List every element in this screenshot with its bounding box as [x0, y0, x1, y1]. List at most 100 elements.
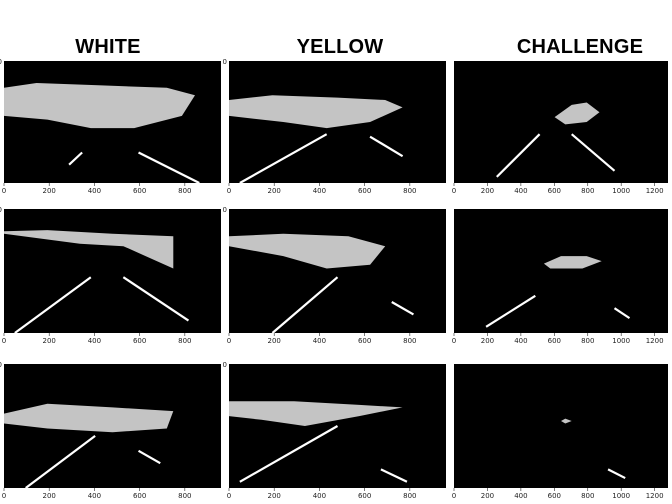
x-tick-label: 600 [358, 492, 371, 500]
x-tick-label: 400 [514, 337, 527, 345]
x-tick-label: 400 [313, 187, 326, 195]
lane-marking [239, 425, 339, 483]
x-tick-label: 0 [227, 337, 231, 345]
x-tick-label: 600 [548, 337, 561, 345]
x-tick-label: 200 [43, 187, 56, 195]
column-title-challenge: CHALLENGE [516, 36, 644, 58]
image-panel-1-1: 0 200 400 600 800 0 [223, 206, 446, 345]
sky-region [4, 403, 174, 433]
x-tick-label: 0 [2, 187, 6, 195]
binary-mask-background [454, 209, 668, 333]
x-tick-label: 600 [548, 492, 561, 500]
panel-image: 0 200 400 600 800 0 [0, 206, 221, 345]
x-tick-label: 600 [133, 187, 146, 195]
sky-region [229, 95, 403, 129]
sky-region [4, 83, 195, 129]
x-tick-label: 0 [452, 187, 456, 195]
lane-marking [380, 468, 408, 483]
lane-marking [570, 133, 616, 172]
x-tick-label: 800 [581, 337, 594, 345]
lane-marking [271, 276, 339, 334]
x-tick-label: 400 [313, 492, 326, 500]
image-panel-2-0: 0 200 400 600 800 0 [0, 361, 221, 500]
x-tick-label: 800 [178, 492, 191, 500]
lane-marking [369, 135, 404, 158]
image-panel-1-2: 0 200 400 600 800 1000 1200 [452, 209, 668, 345]
binary-mask-background [229, 209, 446, 333]
lane-marking [137, 449, 161, 465]
x-tick-label: 200 [268, 492, 281, 500]
lane-marking [613, 307, 631, 320]
lane-marking [607, 468, 626, 480]
x-tick-label: 800 [178, 337, 191, 345]
x-tick-label: 1200 [646, 187, 664, 195]
lane-marking [14, 276, 92, 334]
column-title-white: WHITE [75, 36, 141, 58]
column-title-yellow: YELLOW [296, 36, 384, 58]
x-tick-label: 800 [581, 492, 594, 500]
sky-region [229, 401, 403, 426]
panel-image: 0 200 400 600 800 1000 1200 [452, 61, 668, 195]
x-tick-label: 600 [358, 337, 371, 345]
lane-marking [138, 151, 200, 184]
x-tick-label: 0 [227, 492, 231, 500]
panel-image: 0 200 400 600 800 0 [223, 206, 446, 345]
x-tick-label: 400 [88, 187, 101, 195]
x-tick-label: 600 [133, 492, 146, 500]
image-panel-0-1: 0 200 400 600 800 0 [223, 58, 446, 195]
lane-marking [122, 276, 190, 322]
sky-region [543, 256, 602, 269]
sky-region [554, 102, 600, 125]
x-tick-label: 0 [452, 337, 456, 345]
x-tick-label: 0 [2, 337, 6, 345]
image-panel-0-2: 0 200 400 600 800 1000 1200 [452, 61, 668, 195]
panel-image: 0 200 400 600 800 0 [223, 58, 446, 195]
lane-marking [391, 301, 414, 316]
x-tick-label: 0 [227, 187, 231, 195]
panel-image: 0 200 400 600 800 1000 1200 [452, 209, 668, 345]
x-tick-label: 400 [514, 492, 527, 500]
x-tick-label: 1200 [646, 337, 664, 345]
lane-marking [239, 133, 328, 184]
lane-marking [25, 435, 96, 489]
lane-marking [485, 294, 536, 328]
panel-image: 0 200 400 600 800 0 [223, 361, 446, 500]
x-tick-label: 1000 [612, 337, 630, 345]
y-tick-label: 0 [0, 58, 2, 66]
x-tick-label: 800 [403, 187, 416, 195]
x-tick-label: 1000 [612, 187, 630, 195]
binary-mask-background [454, 364, 668, 488]
x-tick-label: 800 [178, 187, 191, 195]
x-tick-label: 0 [2, 492, 6, 500]
panel-image: 0 200 400 600 800 0 [0, 58, 221, 195]
panel-image: 0 200 400 600 800 0 [0, 361, 221, 500]
x-tick-label: 200 [481, 337, 494, 345]
binary-mask-background [4, 209, 221, 333]
x-tick-label: 400 [88, 337, 101, 345]
binary-mask-background [454, 61, 668, 183]
y-tick-label: 0 [223, 361, 227, 369]
sky-region [561, 418, 572, 424]
y-tick-label: 0 [0, 361, 2, 369]
x-tick-label: 800 [581, 187, 594, 195]
image-panel-0-0: 0 200 400 600 800 0 [0, 58, 221, 195]
x-tick-label: 400 [88, 492, 101, 500]
y-tick-label: 0 [223, 206, 227, 214]
x-tick-label: 200 [43, 337, 56, 345]
x-tick-label: 200 [481, 492, 494, 500]
sky-region [4, 230, 174, 269]
image-panel-2-1: 0 200 400 600 800 0 [223, 361, 446, 500]
x-tick-label: 0 [452, 492, 456, 500]
x-tick-label: 200 [43, 492, 56, 500]
sky-region [229, 233, 386, 269]
y-tick-label: 0 [0, 206, 2, 214]
image-panel-1-0: 0 200 400 600 800 0 [0, 206, 221, 345]
y-tick-label: 0 [223, 58, 227, 66]
x-tick-label: 200 [268, 187, 281, 195]
x-tick-label: 1200 [646, 492, 664, 500]
x-tick-label: 200 [481, 187, 494, 195]
lane-marking [68, 151, 83, 166]
x-tick-label: 600 [133, 337, 146, 345]
panel-image: 0 200 400 600 800 1000 1200 [452, 364, 668, 500]
x-tick-label: 800 [403, 492, 416, 500]
